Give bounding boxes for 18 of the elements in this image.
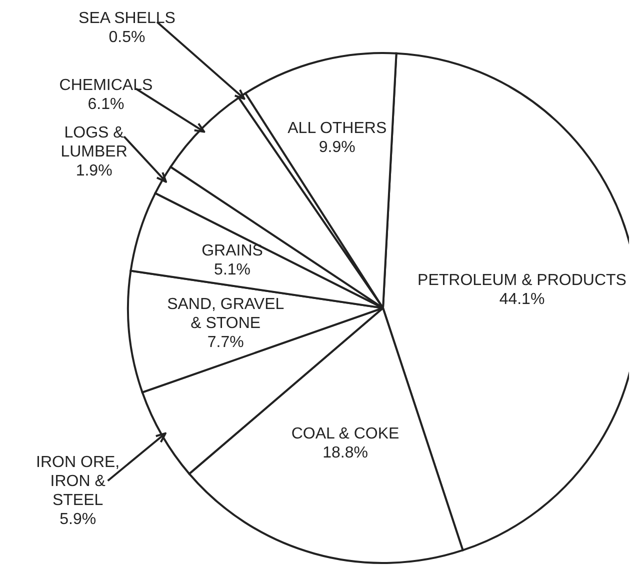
data-label: 9.9% <box>318 138 356 156</box>
data-label: 5.9% <box>60 511 96 528</box>
data-label: 7.7% <box>207 334 244 352</box>
slice-label: CHEMICALS <box>59 76 153 94</box>
data-label: 6.1% <box>88 96 124 113</box>
data-label: 5.1% <box>214 262 251 279</box>
slice-label: COAL & COKE <box>291 426 400 443</box>
data-label: 0.5% <box>108 28 146 46</box>
data-label: 1.9% <box>76 162 112 180</box>
slice-label: LOGS & LUMBER <box>60 124 128 161</box>
data-label: 44.1% <box>499 290 545 308</box>
slice-label: PETROLEUM & PRODUCTS <box>418 272 626 289</box>
slice-label: ALL OTHERS <box>288 120 387 137</box>
slice-label: GRAINS <box>202 242 263 260</box>
data-label: 18.8% <box>322 444 368 462</box>
slice-label: SEA SHELLS <box>78 10 176 27</box>
slice-label: IRON ORE, IRON & STEEL <box>36 454 120 510</box>
slice-label: SAND, GRAVEL & STONE <box>167 296 284 332</box>
